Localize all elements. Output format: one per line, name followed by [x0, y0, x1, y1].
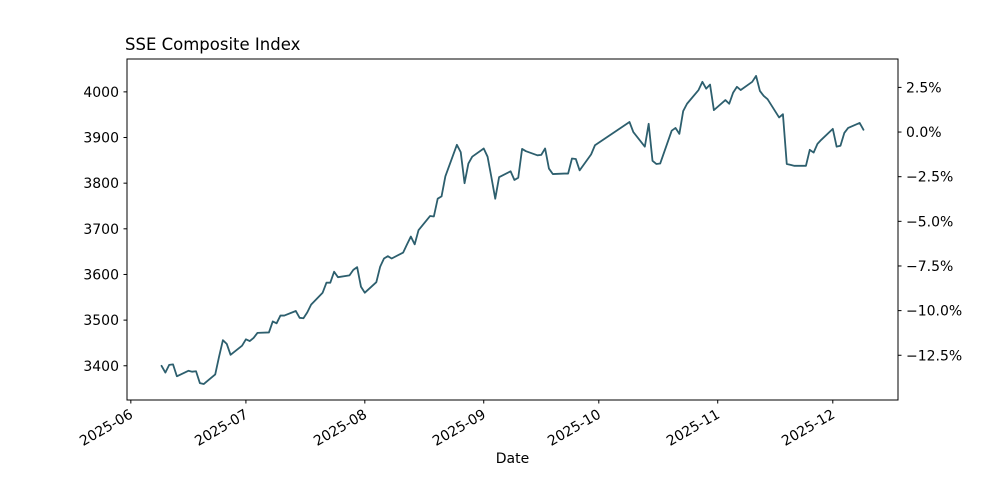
right-tick-label: −7.5% [906, 259, 953, 275]
x-tick-label: 2025-06 [77, 407, 136, 450]
plot-area [126, 58, 899, 401]
chart-title: SSE Composite Index [125, 35, 301, 54]
right-tick-label: 0.0% [906, 125, 942, 141]
right-tick-label: −2.5% [906, 170, 953, 186]
y-tick-label: 3800 [83, 176, 119, 192]
y-tick-label: 3600 [83, 267, 119, 283]
price-line [160, 74, 865, 385]
x-tick-label: 2025-10 [545, 407, 604, 450]
right-tick-label: −12.5% [906, 348, 962, 364]
x-axis-title: Date [495, 451, 530, 467]
x-tick-label: 2025-08 [311, 407, 370, 450]
right-tick-label: −10.0% [906, 304, 962, 320]
x-tick-label: 2025-12 [779, 407, 838, 450]
x-tick-label: 2025-07 [192, 407, 251, 450]
y-tick-label: 3700 [83, 222, 119, 238]
y-tick-label: 3500 [83, 313, 119, 329]
right-tick-label: −5.0% [906, 214, 953, 230]
y-tick-label: 3900 [83, 131, 119, 147]
y-tick-label: 4000 [83, 85, 119, 101]
x-tick-label: 2025-09 [430, 407, 489, 450]
right-tick-label: 2.5% [906, 80, 942, 96]
x-tick-label: 2025-11 [664, 407, 723, 450]
y-tick-label: 3400 [83, 359, 119, 375]
